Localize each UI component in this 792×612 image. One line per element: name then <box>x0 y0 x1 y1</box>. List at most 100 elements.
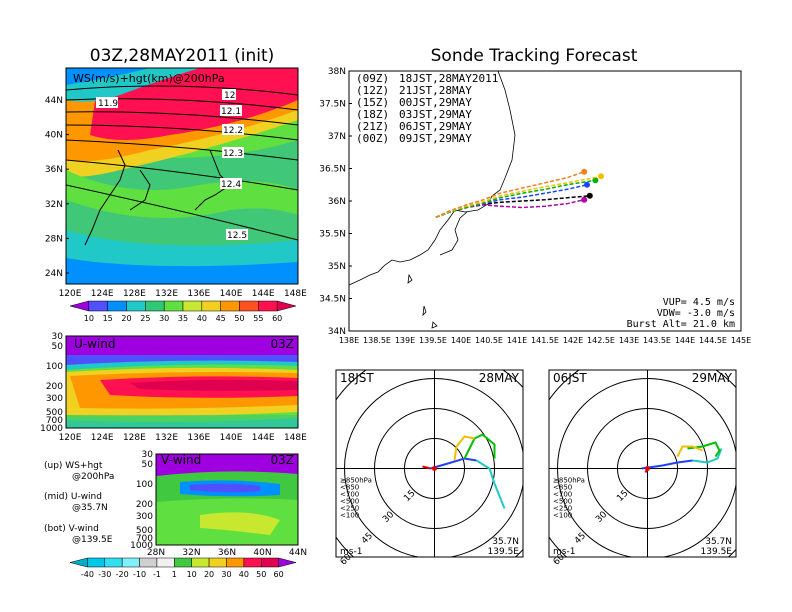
colorbar-tick: 40 <box>197 314 207 323</box>
pressure-tick-label: 30 <box>52 332 64 342</box>
track-line <box>435 171 585 218</box>
contour-label: 12.4 <box>221 180 241 190</box>
note-up-2: @200hPa <box>72 472 114 482</box>
lon-tick-label: 148E <box>284 433 307 443</box>
vdw-text: VDW= -3.0 m/s <box>657 308 735 319</box>
lon-tick-label: 144E <box>675 336 695 345</box>
colorbar-swatch <box>145 300 165 312</box>
track-line <box>435 179 596 218</box>
pressure-tick-label: 30 <box>142 450 154 460</box>
lat-tick-label: 35N <box>328 262 346 272</box>
lat-tick-label: 35.5N <box>319 230 346 240</box>
lon-tick-label: 140E <box>220 289 243 299</box>
track-line <box>435 175 602 218</box>
hodo-level-label: <500 <box>553 498 572 506</box>
colorbar-swatch <box>87 557 106 568</box>
pressure-tick-label: 100 <box>136 480 153 490</box>
burst-point <box>581 196 588 203</box>
colorbar-tick: 30 <box>159 314 169 323</box>
burst-point <box>598 173 604 180</box>
hodo-lat: 35.7N <box>492 537 519 547</box>
u-panel-label: U-wind <box>74 337 115 351</box>
v-panel-label: V-wind <box>161 453 201 467</box>
lon-tick-label: 124E <box>91 433 114 443</box>
pressure-tick-label: 700 <box>136 534 153 544</box>
burst-point <box>584 181 590 188</box>
hodograph-trace <box>430 457 477 470</box>
lon-tick-label: 141.5E <box>531 336 559 345</box>
colorbar-swatch <box>121 557 140 568</box>
hodo-unit: ms-1 <box>553 547 575 557</box>
colorbar-swatch <box>88 300 108 312</box>
panel-notes: (up) WS+hgt @200hPa (mid) U-wind @35.7N … <box>44 461 114 545</box>
v-panel-time: 03Z <box>271 453 295 467</box>
colorbar-swatch <box>182 300 203 312</box>
legend-time: 09JST,29MAY <box>399 132 472 145</box>
lat-tick-label: 38N <box>328 67 346 77</box>
legend-time: 00JST,29MAY <box>399 96 472 109</box>
note-up-1: (up) WS+hgt <box>44 461 103 471</box>
hodograph-trace <box>463 433 496 459</box>
colorbar-swatch <box>239 300 259 312</box>
lat-tick-label: 34.5N <box>319 295 346 305</box>
lat-tick-label: 36N <box>218 548 236 558</box>
lat-tick-label: 32N <box>45 200 63 210</box>
pressure-tick-label: 200 <box>136 500 153 510</box>
lat-tick-label: 36N <box>45 165 63 175</box>
colorbar-swatch <box>104 557 123 568</box>
hodo-level-label: <250 <box>340 505 359 513</box>
colorbar-swatch <box>139 557 158 568</box>
hodograph-trace <box>676 445 703 457</box>
colorbar-tick: 50 <box>234 314 244 323</box>
pressure-tick-label: 50 <box>52 342 64 352</box>
lon-tick-label: 140.5E <box>475 336 503 345</box>
hodo-date: 29MAY <box>692 371 733 385</box>
pressure-tick-label: 100 <box>46 362 63 372</box>
lat-tick-label: 37.5N <box>319 100 346 110</box>
lon-tick-label: 128E <box>123 289 146 299</box>
hodo-lon: 139.5E <box>488 547 520 557</box>
contour-label: 12.5 <box>227 231 247 241</box>
colorbar-tick: -1 <box>153 570 161 579</box>
legend-time: 18JST,28MAY2011 <box>399 72 498 85</box>
hodograph-trace <box>692 448 723 464</box>
lon-tick-label: 141E <box>507 336 527 345</box>
colorbar-swatch <box>278 557 297 568</box>
colorbar-tick: 60 <box>274 570 284 579</box>
hodograph-frame <box>335 369 524 558</box>
hodograph-trace <box>641 459 693 470</box>
lat-tick-label: 40N <box>45 131 63 141</box>
hodo-level-label: <250 <box>553 505 572 513</box>
track-map: 38N 37.5N 37N 36.5N 36N 35.5N 35N 34.5N 34N 138E… <box>319 67 751 345</box>
lat-tick-label: 44N <box>45 96 63 106</box>
hodograph-trace <box>687 441 721 458</box>
lon-tick-label: 143E <box>619 336 639 345</box>
hodo-level-label: <500 <box>340 498 359 506</box>
colorbar-tick: -40 <box>81 570 94 579</box>
hodo-level-label: <700 <box>553 491 572 499</box>
lat-tick-label: 36N <box>328 197 346 207</box>
contour-label: 12.3 <box>223 149 243 159</box>
colorbar-tick: 60 <box>272 314 282 323</box>
lon-tick-label: 120E <box>59 433 82 443</box>
colorbar-swatch <box>107 300 127 312</box>
hodo-level-label: ≥850hPa <box>553 477 585 485</box>
burst-text: Burst Alt= 21.0 km <box>627 319 735 330</box>
hodo-level-label: <100 <box>553 512 572 520</box>
lon-tick-label: 132E <box>155 289 178 299</box>
lon-tick-label: 138.5E <box>363 336 391 345</box>
colorbar-swatch <box>243 557 262 568</box>
hodo-date: 28MAY <box>479 371 520 385</box>
colorbar-swatch <box>163 300 184 312</box>
hodo-level-label: ≥850hPa <box>340 477 372 485</box>
burst-point <box>586 192 593 199</box>
pressure-tick-label: 700 <box>46 416 63 426</box>
note-bot-2: @139.5E <box>72 535 113 545</box>
vup-text: VUP= 4.5 m/s <box>663 297 735 308</box>
colorbar-tick: 45 <box>216 314 226 323</box>
lon-tick-label: 128E <box>123 433 146 443</box>
lon-tick-label: 145E <box>731 336 751 345</box>
legend-code: (18Z) <box>356 108 389 121</box>
